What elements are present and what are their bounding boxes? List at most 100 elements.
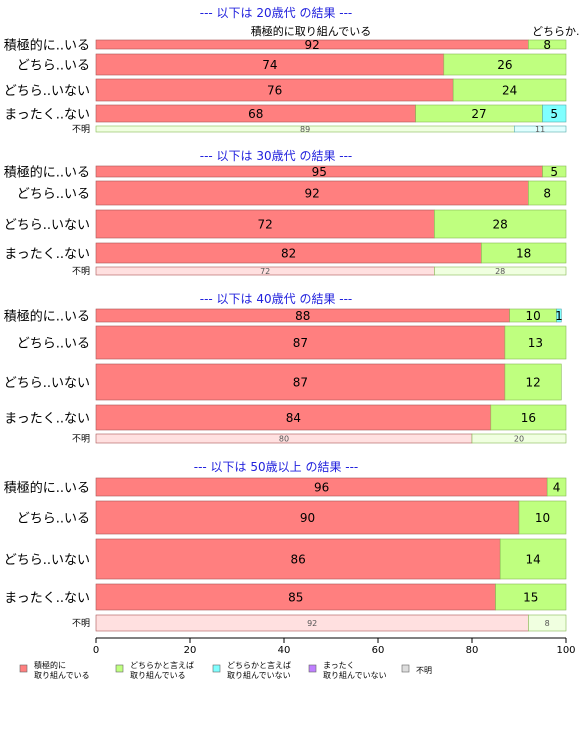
legend-swatch — [401, 664, 410, 673]
bar-segment — [434, 266, 567, 276]
data-label: 18 — [516, 247, 531, 261]
bar-segment — [95, 325, 506, 360]
x-tick-label: 0 — [93, 645, 99, 656]
bar-segment — [528, 180, 567, 206]
data-label: 95 — [312, 165, 327, 179]
data-label: 92 — [305, 187, 320, 201]
data-label: 96 — [314, 481, 329, 495]
x-tick-label: 20 — [184, 645, 197, 656]
bar-segment — [95, 500, 520, 535]
legend-label: どちらかと言えば取り組んでいる — [130, 660, 194, 680]
bar-segment — [518, 500, 567, 535]
data-label: 28 — [493, 218, 508, 232]
data-label: 72 — [258, 218, 273, 232]
data-label: 24 — [502, 84, 517, 98]
legend-label: まったく取り組んでいない — [323, 661, 387, 680]
data-label: 28 — [495, 267, 505, 276]
data-label: 15 — [523, 591, 538, 605]
bar-segment — [495, 583, 567, 611]
category-label: どちら..いない — [4, 376, 90, 391]
top-segment-label: 積極的に取り組んでいる — [251, 24, 371, 38]
category-label: どちら..いる — [17, 337, 90, 352]
data-label: 68 — [248, 107, 263, 121]
legend-swatch — [19, 664, 28, 673]
x-tick-label: 40 — [278, 645, 291, 656]
category-label: 積極的に..いる — [4, 38, 90, 54]
bar-segment — [504, 363, 562, 401]
category-label: 不明 — [72, 434, 90, 445]
category-label: まったく..ない — [4, 591, 90, 606]
legend-swatch — [308, 664, 317, 673]
panel-title: --- 以下は 40歳代 の結果 --- — [200, 292, 353, 306]
category-label: まったく..ない — [4, 412, 90, 427]
panel-title: --- 以下は 20歳代 の結果 --- — [200, 6, 353, 20]
data-label: 92 — [307, 619, 317, 628]
bar-segment — [452, 78, 567, 102]
legend-swatch — [115, 664, 124, 673]
bar-segment — [95, 404, 492, 431]
data-label: 8 — [545, 619, 550, 628]
bar-segment — [95, 583, 496, 611]
data-label: 90 — [300, 511, 315, 525]
legend-label: 積極的に取り組んでいる — [34, 660, 90, 680]
data-label: 74 — [262, 58, 277, 72]
bar-segment — [542, 104, 567, 123]
bar-segment — [481, 242, 567, 264]
data-label: 82 — [281, 247, 296, 261]
data-label: 10 — [535, 511, 550, 525]
bar-segment — [443, 53, 567, 76]
bar-segment — [95, 209, 435, 239]
data-label: 4 — [553, 481, 561, 495]
category-label: どちら..いる — [17, 512, 90, 527]
panel-title: --- 以下は 30歳代 の結果 --- — [200, 149, 353, 163]
data-label: 8 — [543, 187, 551, 201]
top-segment-label: どちらか... — [532, 25, 580, 38]
x-tick-label: 100 — [556, 645, 575, 656]
data-label: 89 — [300, 125, 310, 134]
data-label: 13 — [528, 336, 543, 350]
data-label: 87 — [293, 376, 308, 390]
bar-segment — [556, 308, 562, 323]
bar-segment — [95, 538, 501, 580]
category-label: 不明 — [72, 266, 90, 277]
data-label: 86 — [290, 553, 305, 567]
category-label: どちら..いない — [4, 218, 90, 233]
data-label: 84 — [286, 411, 301, 425]
data-label: 5 — [550, 165, 558, 179]
bar-segment — [528, 614, 567, 632]
category-label: 積極的に..いる — [4, 165, 90, 181]
category-label: 不明 — [72, 124, 90, 135]
panel-title: --- 以下は 50歳以上 の結果 --- — [194, 460, 359, 474]
data-label: 14 — [525, 553, 540, 567]
category-label: どちら..いない — [4, 84, 90, 99]
bar-segment — [504, 325, 567, 360]
bar-segment — [546, 477, 567, 497]
bar-segment — [542, 165, 567, 178]
data-label: 87 — [293, 336, 308, 350]
x-tick-label: 80 — [466, 645, 479, 656]
data-label: 92 — [305, 38, 320, 52]
data-label: 88 — [295, 309, 310, 323]
data-label: 1 — [555, 309, 563, 323]
data-label: 11 — [535, 125, 545, 134]
legend-label: どちらかと言えば取り組んでいない — [227, 660, 291, 680]
data-label: 76 — [267, 84, 282, 98]
bar-segment — [434, 209, 567, 239]
bar-segment — [513, 125, 567, 133]
data-label: 16 — [521, 411, 536, 425]
category-label: どちら..いない — [4, 553, 90, 568]
category-label: どちら..いる — [17, 59, 90, 74]
data-label: 5 — [550, 107, 558, 121]
data-label: 26 — [497, 58, 512, 72]
category-label: まったく..ない — [4, 247, 90, 262]
bar-segment — [95, 363, 506, 401]
category-label: どちら..いる — [17, 187, 90, 202]
bar-segment — [95, 180, 529, 206]
category-label: 積極的に..いる — [4, 480, 90, 496]
x-tick-label: 60 — [372, 645, 385, 656]
bar-segment — [499, 538, 567, 580]
category-label: まったく..ない — [4, 108, 90, 123]
legend-swatch — [212, 664, 221, 673]
data-label: 72 — [260, 267, 270, 276]
